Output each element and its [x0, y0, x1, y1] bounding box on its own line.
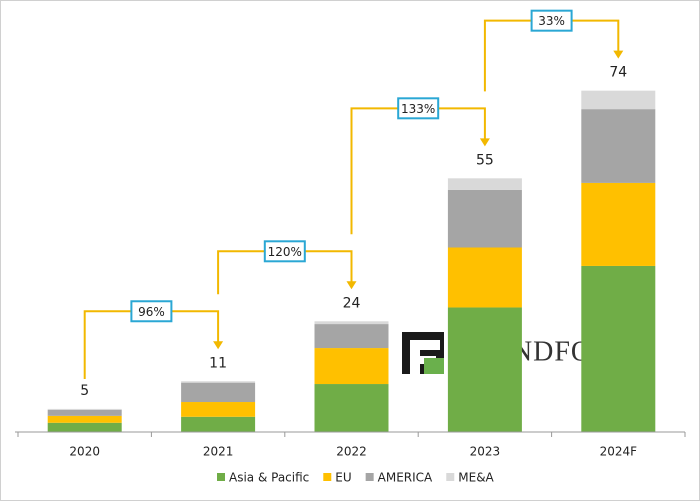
- legend-swatch: [323, 473, 332, 481]
- arrow-head: [613, 50, 624, 59]
- growth-label: 133%: [401, 102, 435, 116]
- bar-segment: [581, 109, 656, 183]
- bar-segment: [47, 408, 122, 410]
- growth-label: 33%: [538, 14, 565, 28]
- total-label: 55: [476, 152, 494, 168]
- legend-swatch: [365, 473, 374, 481]
- x-tick-label: 2024F: [600, 445, 638, 459]
- bar-segment: [47, 422, 122, 432]
- bar-segment: [581, 182, 656, 266]
- bar-segment: [314, 321, 389, 325]
- legend-swatch: [217, 473, 225, 481]
- arrow-head: [479, 138, 490, 147]
- legend-label: AMERICA: [378, 471, 433, 485]
- bar-segment: [181, 416, 256, 432]
- arrow-head: [346, 281, 357, 290]
- x-tick-label: 2020: [69, 445, 100, 459]
- total-label: 74: [609, 65, 627, 81]
- bar-segment: [447, 189, 522, 248]
- growth-box: [530, 9, 573, 32]
- bar-segment: [447, 247, 522, 308]
- legend-label: Asia & Pacific: [229, 471, 309, 485]
- growth-box: [397, 97, 440, 120]
- bar-segment: [314, 348, 389, 385]
- bar-segment: [47, 415, 122, 423]
- growth-label: 96%: [138, 305, 165, 319]
- bar-segment: [447, 307, 522, 432]
- bar-segment: [314, 324, 389, 349]
- bar-segment: [181, 381, 256, 383]
- x-tick-label: 2023: [470, 445, 501, 459]
- growth-box: [130, 300, 173, 323]
- arrow-head: [213, 341, 224, 350]
- total-label: 24: [343, 295, 361, 311]
- legend-label: ME&A: [458, 471, 494, 485]
- growth-label: 120%: [268, 245, 302, 259]
- total-label: 5: [80, 383, 89, 399]
- bar-segment: [447, 178, 522, 190]
- bar-segment: [581, 90, 656, 110]
- watermark-logo: [402, 332, 444, 374]
- total-label: 11: [209, 355, 227, 371]
- bar-segment: [581, 265, 656, 432]
- bar-segment: [181, 382, 256, 403]
- legend-swatch: [446, 473, 455, 481]
- bar-segment: [47, 409, 122, 416]
- bar-segment: [181, 402, 256, 417]
- x-tick-label: 2021: [203, 445, 234, 459]
- legend-label: EU: [335, 471, 351, 485]
- growth-box: [263, 240, 306, 263]
- bar-segment: [314, 384, 389, 432]
- x-tick-label: 2022: [336, 445, 367, 459]
